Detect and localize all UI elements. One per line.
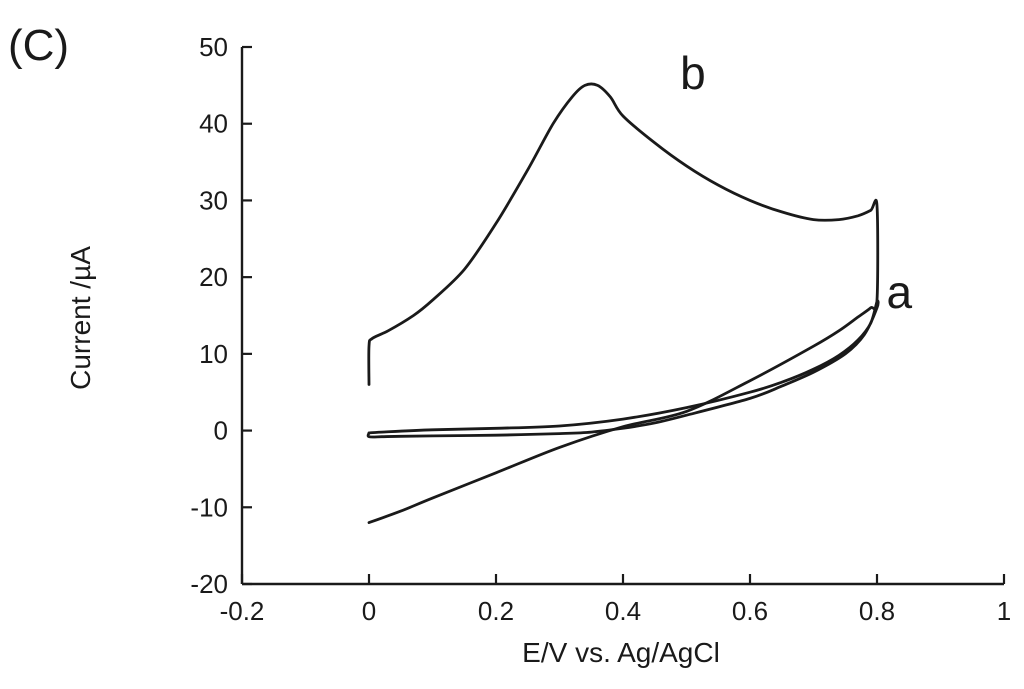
y-tick-label: -20 [190, 569, 228, 599]
x-tick-label: 0.4 [605, 596, 641, 626]
y-axis-ticks: -20 -10 0 10 20 30 40 50 [190, 32, 252, 599]
series-b-line [367, 82, 880, 524]
x-tick-label: 0.6 [732, 596, 768, 626]
x-tick-label: -0.2 [220, 596, 265, 626]
y-tick-label: 0 [214, 416, 228, 446]
y-tick-label: 50 [199, 32, 228, 62]
y-tick-label: 30 [199, 185, 228, 215]
curve-label-a: a [887, 266, 913, 318]
x-axis-title: E/V vs. Ag/AgCl [522, 637, 720, 668]
y-tick-label: -10 [190, 492, 228, 522]
y-axis-title: Current /µA [65, 246, 96, 390]
panel-label: (C) [8, 21, 69, 70]
curve-annotations: ab [680, 47, 912, 318]
plot-series [366, 82, 880, 524]
x-tick-label: 1 [997, 596, 1011, 626]
x-axis-ticks: -0.2 0 0.2 0.4 0.6 0.8 1 [220, 574, 1011, 626]
series-a-line [366, 299, 880, 439]
curve-label-b: b [680, 47, 706, 99]
y-tick-label: 40 [199, 109, 228, 139]
x-tick-label: 0 [362, 596, 376, 626]
x-tick-label: 0.8 [859, 596, 895, 626]
y-tick-label: 10 [199, 339, 228, 369]
y-tick-label: 20 [199, 262, 228, 292]
x-tick-label: 0.2 [478, 596, 514, 626]
